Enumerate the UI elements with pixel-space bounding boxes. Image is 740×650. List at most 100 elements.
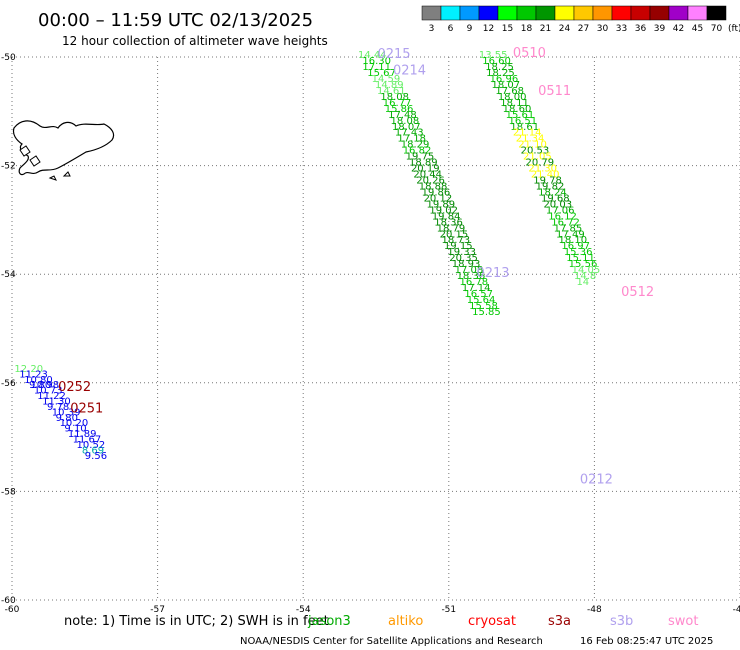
satellite-s3b: s3b bbox=[610, 614, 633, 629]
swh-label-2-15: 8.69 bbox=[82, 445, 104, 456]
x-tick-label-2: -54 bbox=[296, 605, 311, 615]
scale-label-3: 12 bbox=[483, 24, 494, 34]
scale-label-13: 42 bbox=[673, 24, 684, 34]
swh-label-2-14: 10.52 bbox=[77, 440, 106, 451]
scale-label-7: 24 bbox=[559, 24, 571, 34]
scale-swatch-6 bbox=[535, 5, 556, 21]
swh-label-0-40: 16.57 bbox=[464, 289, 493, 300]
y-tick-label-1: -52 bbox=[1, 162, 16, 172]
swh-label-0-22: 18.88 bbox=[419, 181, 448, 192]
swh-label-1-9: 18.60 bbox=[503, 104, 532, 115]
axis-tick-labels: -60 -57 -54 -51 -48 -45 -50 -52 -54 -56 -58 -60 bbox=[1, 53, 740, 615]
swh-label-0-10: 17.48 bbox=[388, 110, 417, 121]
satellite-swot: swot bbox=[668, 614, 698, 629]
scale-swatch-11 bbox=[630, 5, 651, 21]
satellite-legend: jason3 altiko cryosat s3a s3b swot bbox=[307, 614, 698, 629]
swh-label-0-43: 15.85 bbox=[472, 307, 501, 318]
swh-label-1-6: 17.68 bbox=[495, 86, 524, 97]
swh-label-1-19: 21.30 bbox=[528, 164, 557, 175]
swh-label-2-12: 11.89 bbox=[68, 429, 97, 440]
pass-label-4: 0510 bbox=[513, 46, 546, 61]
x-tick-label-4: -48 bbox=[587, 605, 602, 615]
pass-label-0: 0215 bbox=[377, 47, 410, 62]
x-tick-label-5: -45 bbox=[733, 605, 740, 615]
scale-swatch-10 bbox=[611, 5, 632, 21]
swh-label-1-3: 18.25 bbox=[486, 68, 515, 79]
y-tick-label-3: -56 bbox=[1, 379, 16, 389]
generated-timestamp: 16 Feb 08:25:47 UTC 2025 bbox=[580, 636, 713, 647]
pass-label-6: 0512 bbox=[621, 285, 654, 300]
swh-label-1-11: 16.51 bbox=[508, 116, 537, 127]
swh-label-1-34: 15.11 bbox=[566, 253, 595, 264]
swh-label-0-17: 19.75 bbox=[406, 152, 435, 163]
satellite-s3a: s3a bbox=[548, 614, 571, 629]
pass-label-5: 0511 bbox=[538, 84, 571, 99]
swh-label-1-15: 21.10 bbox=[518, 140, 547, 151]
swh-label-0-42: 15.58 bbox=[469, 301, 498, 312]
scale-label-9: 30 bbox=[597, 24, 609, 34]
swh-label-0-26: 19.02 bbox=[429, 205, 458, 216]
chart-subtitle: 12 hour collection of altimeter wave hei… bbox=[62, 34, 328, 48]
swh-label-0-5: 14.89 bbox=[375, 80, 404, 91]
swh-label-0-27: 19.84 bbox=[432, 211, 461, 222]
swh-label-0-7: 18.08 bbox=[380, 92, 409, 103]
gridlines bbox=[11, 56, 740, 601]
swh-label-1-28: 16.72 bbox=[551, 217, 580, 228]
scale-label-2: 9 bbox=[467, 24, 473, 34]
swh-label-0-29: 18.79 bbox=[437, 223, 466, 234]
swh-label-0-35: 18.93 bbox=[452, 259, 481, 270]
swh-label-0-41: 15.64 bbox=[467, 295, 496, 306]
scale-swatch-8 bbox=[573, 5, 594, 21]
swh-label-2-11: 9.10 bbox=[64, 424, 86, 435]
swh-label-1-30: 17.49 bbox=[556, 229, 585, 240]
y-tick-label-2: -54 bbox=[1, 270, 16, 280]
scale-swatch-0 bbox=[421, 5, 442, 21]
swh-label-1-20: 21.40 bbox=[531, 170, 560, 181]
scale-unit: (ft) bbox=[728, 24, 740, 34]
swh-label-1-36: 14.05 bbox=[572, 265, 601, 276]
pass-label-8: 0252 bbox=[58, 380, 91, 395]
swh-label-1-35: 15.56 bbox=[569, 259, 598, 270]
swh-label-1-33: 15.36 bbox=[564, 247, 593, 258]
swh-label-1-17: 21.05 bbox=[523, 152, 552, 163]
swh-label-1-2: 18.25 bbox=[485, 62, 514, 73]
swh-label-1-25: 20.03 bbox=[543, 199, 572, 210]
swh-label-1-31: 18.10 bbox=[558, 235, 587, 246]
swh-label-1-27: 16.12 bbox=[548, 211, 577, 222]
y-tick-label-0: -50 bbox=[1, 53, 16, 63]
y-tick-label-4: -58 bbox=[1, 487, 16, 497]
swh-label-0-31: 18.73 bbox=[442, 235, 471, 246]
swh-label-1-29: 17.85 bbox=[554, 223, 583, 234]
scale-label-8: 27 bbox=[578, 24, 589, 34]
x-tick-label-3: -51 bbox=[441, 605, 456, 615]
scale-label-6: 21 bbox=[540, 24, 551, 34]
scale-label-12: 39 bbox=[654, 24, 666, 34]
scale-label-10: 33 bbox=[616, 24, 627, 34]
satellite-altiko: altiko bbox=[388, 614, 423, 629]
swh-label-2-10: 10.20 bbox=[60, 418, 89, 429]
scale-swatch-2 bbox=[459, 5, 480, 21]
y-tick-label-5: -60 bbox=[1, 596, 16, 606]
pass-label-3: 0212 bbox=[580, 472, 613, 487]
credit-line: NOAA/NESDIS Center for Satellite Applica… bbox=[240, 636, 543, 647]
satellite-cryosat: cryosat bbox=[468, 614, 516, 629]
swh-label-2-16: 9.56 bbox=[85, 451, 107, 462]
scale-label-11: 36 bbox=[635, 24, 647, 34]
swh-label-2-5: 11.22 bbox=[37, 391, 66, 402]
scale-label-5: 18 bbox=[521, 24, 533, 34]
swh-label-0-6: 14.61 bbox=[377, 86, 406, 97]
scale-swatch-12 bbox=[649, 5, 670, 21]
swh-label-1-12: 18.61 bbox=[510, 122, 539, 133]
swh-label-2-6: 11.30 bbox=[42, 397, 71, 408]
scale-swatch-13 bbox=[668, 5, 689, 21]
scale-label-0: 3 bbox=[429, 24, 435, 34]
data-marks: 14.4416.3017.1115.6714.5914.8914.6118.08… bbox=[14, 50, 600, 462]
x-tick-label-0: -60 bbox=[5, 605, 20, 615]
swh-label-1-14: 21.34 bbox=[516, 134, 545, 145]
swh-label-2-2: 10.80 bbox=[24, 375, 53, 386]
swh-label-1-32: 16.97 bbox=[561, 241, 590, 252]
scale-swatch-14 bbox=[687, 5, 708, 21]
plot-area: 14.4416.3017.1115.6714.5914.8914.6118.08… bbox=[1, 46, 740, 615]
swh-label-0-38: 16.78 bbox=[459, 277, 488, 288]
